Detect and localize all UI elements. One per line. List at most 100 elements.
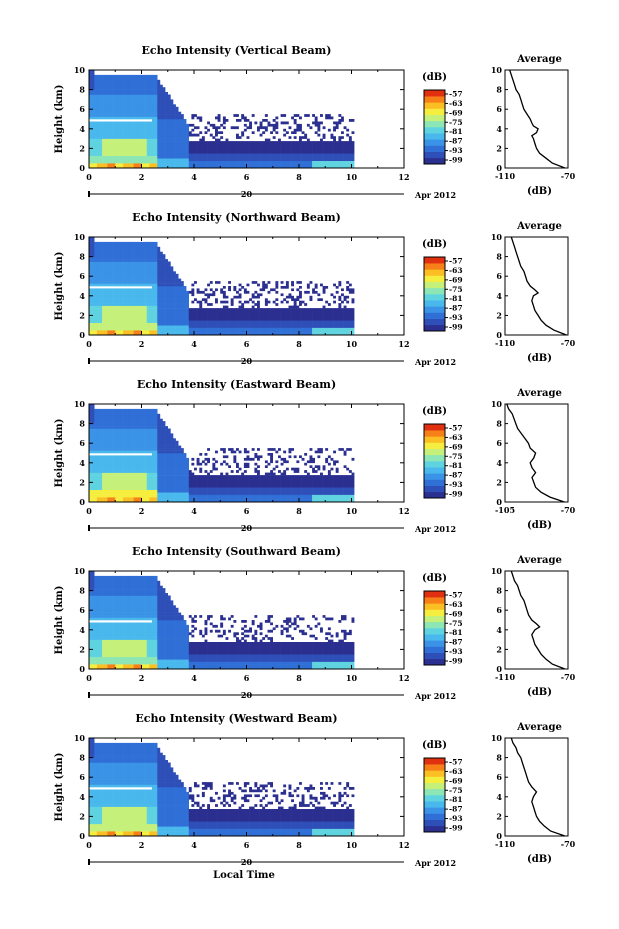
heatmap-cell — [243, 153, 247, 156]
heatmap-cell — [230, 303, 234, 306]
heatmap-cell — [207, 153, 210, 156]
heatmap-cell — [104, 163, 108, 166]
heatmap-cell — [154, 106, 158, 110]
heatmap-cell — [257, 317, 260, 321]
heatmap-cell — [96, 332, 100, 336]
heatmap-cell — [175, 119, 179, 122]
heatmap-cell — [91, 440, 95, 444]
heatmap-cell — [94, 300, 98, 304]
heatmap-cell — [144, 126, 147, 130]
heatmap-cell — [154, 317, 158, 321]
heatmap-cell — [138, 293, 142, 297]
heatmap-cell — [133, 268, 137, 272]
heatmap-cell — [154, 330, 158, 333]
heatmap-cell — [293, 119, 297, 122]
heatmap-cell — [278, 308, 281, 311]
heatmap-cell — [110, 489, 113, 493]
heatmap-cell — [154, 150, 158, 154]
heatmap-cell — [272, 288, 276, 292]
heatmap-cell — [136, 87, 140, 90]
heatmap-cell — [110, 460, 113, 464]
heatmap-cell — [338, 310, 342, 314]
heatmap-cell — [317, 158, 321, 161]
heatmap-cell — [104, 89, 108, 93]
heatmap-cell — [180, 158, 184, 161]
average-title: Average — [516, 54, 562, 65]
heatmap-cell — [112, 77, 116, 81]
heatmap-cell — [112, 322, 116, 326]
heatmap-cell — [249, 332, 252, 336]
heatmap-cell — [217, 327, 221, 331]
heatmap-cell — [125, 114, 129, 117]
heatmap-cell — [272, 312, 276, 316]
heatmap-cell — [96, 77, 100, 81]
heatmap-cell — [141, 165, 145, 169]
heatmap-cell — [133, 246, 137, 250]
heatmap-cell — [343, 330, 347, 333]
heatmap-cell — [243, 315, 247, 319]
heatmap-cell — [133, 163, 137, 166]
heatmap-cell — [236, 317, 239, 321]
heatmap-cell — [89, 423, 92, 427]
heatmap-cell — [91, 479, 95, 483]
heatmap-cell — [306, 155, 310, 159]
heatmap-cell — [338, 136, 342, 139]
heatmap-cell — [144, 141, 147, 144]
heatmap-cell — [348, 160, 352, 164]
heatmap-cell — [144, 101, 147, 105]
heatmap-cell — [138, 312, 142, 316]
heatmap-cell — [133, 116, 137, 120]
heatmap-cell — [152, 325, 155, 328]
heatmap-cell — [293, 330, 297, 333]
heatmap-cell — [204, 126, 208, 130]
heatmap-cell — [233, 320, 237, 323]
heatmap-cell — [117, 131, 121, 134]
heatmap-cell — [278, 158, 281, 161]
heatmap-cell — [89, 482, 92, 486]
heatmap-cell — [99, 457, 103, 461]
heatmap-cell — [154, 288, 158, 292]
heatmap-cell — [186, 305, 189, 309]
heatmap-cell — [309, 158, 313, 161]
heatmap-cell — [107, 133, 111, 137]
heatmap-cell — [131, 261, 134, 265]
heatmap-cell — [267, 165, 271, 169]
heatmap-cell — [157, 158, 161, 161]
heatmap-cell — [104, 308, 108, 311]
heatmap-cell — [104, 153, 108, 156]
heatmap-cell — [136, 121, 140, 125]
heatmap-cell — [207, 322, 210, 326]
heatmap-cell — [196, 158, 200, 161]
heatmap-cell — [125, 315, 129, 319]
heatmap-cell — [299, 290, 302, 294]
heatmap-cell — [152, 305, 155, 309]
heatmap-cell — [131, 104, 134, 108]
heatmap-cell — [112, 114, 116, 117]
heatmap-cell — [117, 116, 121, 120]
heatmap-cell — [170, 111, 174, 115]
heatmap-cell — [183, 163, 187, 166]
heatmap-cell — [91, 97, 95, 100]
heatmap-cell — [131, 121, 134, 125]
heatmap-cell — [131, 290, 134, 294]
heatmap-cell — [136, 141, 140, 144]
heatmap-cell — [94, 320, 98, 323]
heatmap-cell — [136, 92, 140, 95]
colorbar-swatch — [424, 108, 445, 115]
heatmap-cell — [144, 330, 147, 333]
heatmap-cell — [301, 145, 305, 149]
heatmap-cell — [128, 138, 132, 142]
heatmap-cell — [180, 153, 184, 156]
heatmap-cell — [146, 109, 150, 112]
heatmap-cell — [115, 455, 119, 459]
heatmap-cell — [178, 283, 182, 287]
heatmap-cell — [102, 158, 105, 161]
heatmap-cell — [159, 281, 163, 284]
heatmap-cell — [309, 322, 313, 326]
heatmap-cell — [131, 79, 134, 83]
heatmap-cell — [110, 430, 113, 434]
heatmap-cell — [257, 320, 260, 323]
heatmap-cell — [346, 312, 350, 316]
heatmap-cell — [165, 138, 168, 142]
heatmap-cell — [133, 315, 137, 319]
